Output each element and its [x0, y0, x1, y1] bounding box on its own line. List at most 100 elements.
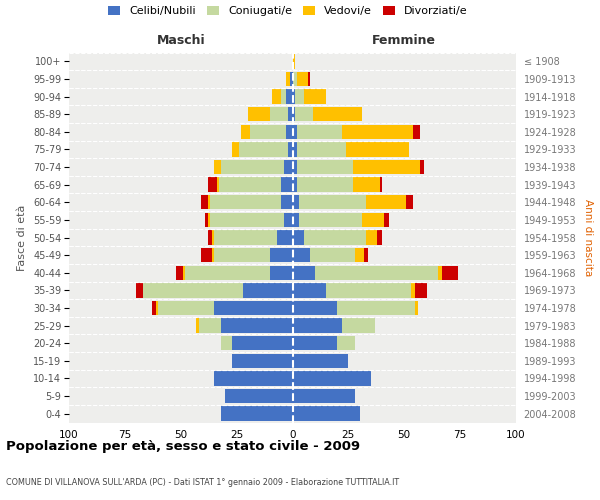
Bar: [337, 336, 355, 350]
Bar: [281, 178, 293, 192]
Bar: [299, 195, 366, 210]
Bar: [341, 124, 413, 139]
Bar: [136, 283, 143, 298]
Bar: [143, 283, 244, 298]
Bar: [212, 248, 214, 262]
Bar: [214, 230, 277, 244]
Bar: [293, 54, 295, 68]
Bar: [293, 212, 299, 227]
Bar: [277, 230, 293, 244]
Bar: [208, 195, 210, 210]
Bar: [214, 160, 221, 174]
Bar: [286, 72, 290, 86]
Bar: [214, 301, 293, 315]
Bar: [406, 195, 413, 210]
Bar: [353, 178, 380, 192]
Bar: [185, 266, 270, 280]
Bar: [308, 72, 310, 86]
Bar: [364, 248, 368, 262]
Text: COMUNE DI VILLANOVA SULL'ARDA (PC) - Dati ISTAT 1° gennaio 2009 - Elaborazione T: COMUNE DI VILLANOVA SULL'ARDA (PC) - Dat…: [6, 478, 399, 487]
Y-axis label: Fasce di età: Fasce di età: [17, 204, 28, 270]
Bar: [286, 124, 293, 139]
Bar: [295, 90, 304, 104]
Bar: [341, 318, 375, 333]
Bar: [297, 178, 353, 192]
Bar: [326, 283, 411, 298]
Bar: [199, 318, 221, 333]
Bar: [293, 336, 337, 350]
Bar: [438, 266, 442, 280]
Bar: [366, 230, 377, 244]
Bar: [281, 195, 293, 210]
Bar: [304, 230, 366, 244]
Bar: [346, 142, 409, 156]
Bar: [313, 107, 362, 122]
Bar: [293, 90, 295, 104]
Bar: [248, 107, 270, 122]
Bar: [293, 195, 299, 210]
Bar: [232, 336, 293, 350]
Bar: [413, 124, 420, 139]
Bar: [293, 72, 297, 86]
Bar: [293, 124, 297, 139]
Bar: [293, 160, 297, 174]
Bar: [286, 90, 293, 104]
Bar: [297, 160, 353, 174]
Bar: [415, 283, 427, 298]
Bar: [156, 301, 158, 315]
Bar: [221, 336, 232, 350]
Text: Maschi: Maschi: [157, 34, 205, 47]
Bar: [293, 371, 371, 386]
Bar: [284, 212, 293, 227]
Bar: [377, 230, 382, 244]
Bar: [201, 248, 212, 262]
Bar: [384, 212, 389, 227]
Bar: [293, 389, 355, 404]
Bar: [442, 266, 458, 280]
Bar: [196, 318, 199, 333]
Bar: [297, 142, 346, 156]
Bar: [214, 371, 293, 386]
Bar: [299, 212, 362, 227]
Bar: [183, 266, 185, 280]
Bar: [281, 90, 286, 104]
Bar: [250, 124, 286, 139]
Legend: Celibi/Nubili, Coniugati/e, Vedovi/e, Divorziati/e: Celibi/Nubili, Coniugati/e, Vedovi/e, Di…: [108, 6, 468, 16]
Bar: [221, 406, 293, 421]
Bar: [295, 107, 313, 122]
Bar: [284, 160, 293, 174]
Bar: [293, 301, 337, 315]
Bar: [217, 178, 219, 192]
Bar: [210, 212, 284, 227]
Bar: [288, 107, 293, 122]
Bar: [214, 248, 270, 262]
Bar: [415, 301, 418, 315]
Bar: [244, 283, 293, 298]
Bar: [208, 212, 210, 227]
Bar: [241, 124, 250, 139]
Bar: [221, 160, 284, 174]
Bar: [270, 248, 293, 262]
Bar: [232, 354, 293, 368]
Bar: [293, 248, 310, 262]
Bar: [219, 178, 281, 192]
Bar: [315, 266, 438, 280]
Bar: [366, 195, 406, 210]
Bar: [293, 406, 359, 421]
Bar: [158, 301, 214, 315]
Bar: [304, 90, 326, 104]
Bar: [297, 124, 341, 139]
Bar: [239, 142, 288, 156]
Bar: [420, 160, 424, 174]
Text: Popolazione per età, sesso e stato civile - 2009: Popolazione per età, sesso e stato civil…: [6, 440, 360, 453]
Bar: [205, 212, 208, 227]
Bar: [297, 72, 308, 86]
Bar: [293, 318, 341, 333]
Bar: [232, 142, 239, 156]
Bar: [362, 212, 384, 227]
Bar: [176, 266, 183, 280]
Text: Femmine: Femmine: [372, 34, 436, 47]
Bar: [353, 160, 420, 174]
Bar: [293, 354, 349, 368]
Bar: [212, 230, 214, 244]
